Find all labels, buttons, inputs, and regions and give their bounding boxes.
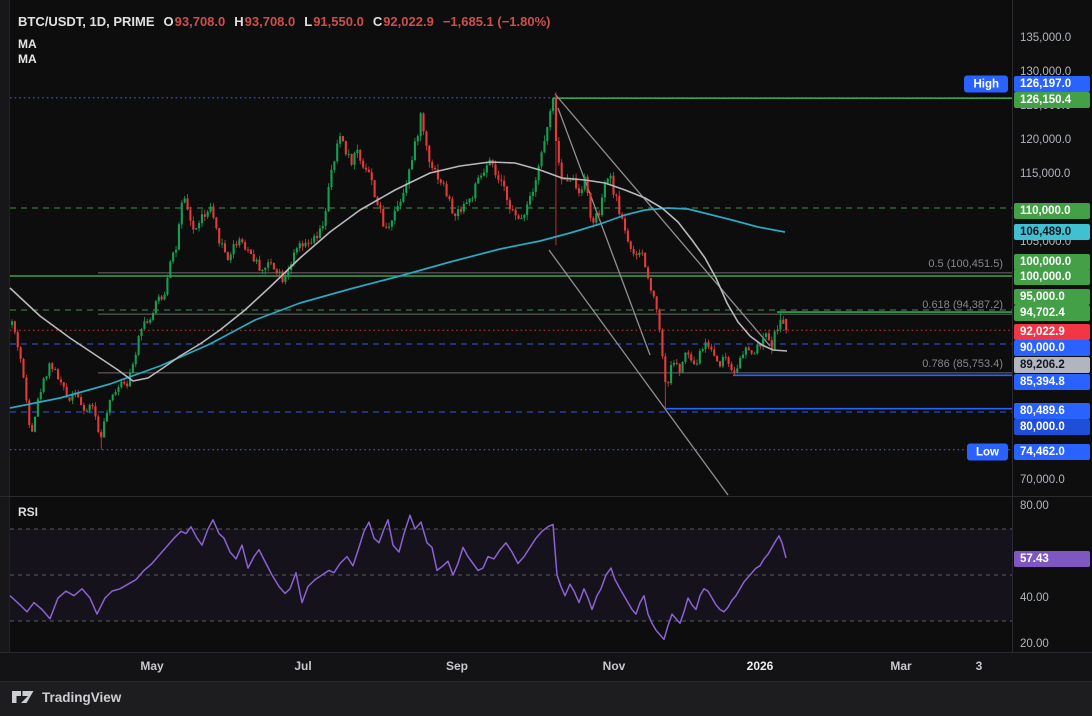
tradingview-logo-icon — [12, 691, 34, 703]
rsi-line[interactable] — [9, 514, 787, 641]
pane-separator[interactable] — [0, 496, 1092, 497]
trend-line[interactable] — [548, 249, 729, 496]
candlestick-series[interactable] — [10, 92, 788, 450]
bottom-toolbar-strip — [0, 681, 1092, 716]
trend-line[interactable] — [554, 93, 771, 347]
left-gutter — [0, 0, 10, 681]
trend-line[interactable] — [557, 107, 651, 356]
tradingview-logo-text: TradingView — [42, 689, 122, 705]
tradingview-branding[interactable]: TradingView — [12, 689, 121, 705]
ma-fast-line[interactable] — [9, 161, 788, 382]
time-axis-strip[interactable] — [0, 652, 1092, 681]
ma-slow-line[interactable] — [9, 207, 786, 409]
